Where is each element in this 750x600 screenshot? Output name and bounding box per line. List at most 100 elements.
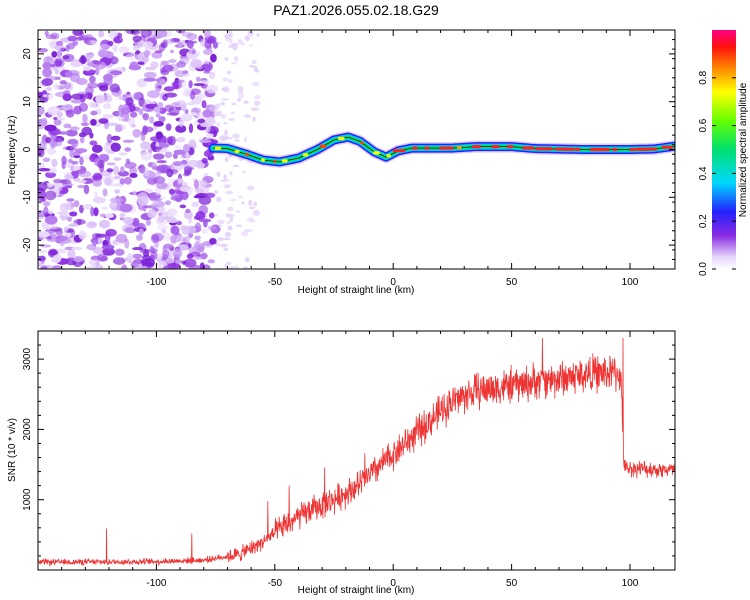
noise-blob xyxy=(187,217,193,224)
noise-blob xyxy=(105,122,118,126)
noise-blob xyxy=(54,68,59,75)
noise-blob xyxy=(194,222,202,233)
noise-blob xyxy=(226,261,232,265)
noise-blob xyxy=(164,151,173,158)
noise-blob xyxy=(153,106,161,114)
noise-blob xyxy=(157,253,162,261)
noise-blob xyxy=(191,201,200,208)
noise-blob xyxy=(197,118,206,124)
noise-blob xyxy=(109,70,123,76)
snr-background xyxy=(38,331,675,570)
noise-blob xyxy=(64,174,74,180)
noise-blob xyxy=(117,112,123,122)
noise-blob xyxy=(88,101,97,109)
snr-y-label: SNR (10 * v/v) xyxy=(7,418,18,482)
noise-blob xyxy=(228,118,235,121)
noise-blob xyxy=(179,186,191,192)
noise-blob xyxy=(217,41,221,45)
noise-blob xyxy=(214,103,221,109)
snr-x-axis: -100 -50 0 50 100 xyxy=(61,331,655,589)
y-tick-label: 2000 xyxy=(22,418,33,441)
noise-blob xyxy=(138,228,144,236)
noise-blob xyxy=(202,264,211,269)
noise-blob xyxy=(86,53,94,60)
noise-blob xyxy=(65,44,70,52)
noise-blob xyxy=(224,57,229,61)
ridge-peak xyxy=(360,141,364,145)
noise-blob xyxy=(142,41,154,49)
noise-blob xyxy=(118,95,125,101)
ridge-peak xyxy=(302,153,309,157)
noise-blob xyxy=(240,42,245,46)
noise-blob xyxy=(171,102,181,107)
noise-blob xyxy=(132,45,140,51)
noise-blob xyxy=(195,76,201,82)
noise-blob xyxy=(53,83,60,90)
noise-blob xyxy=(73,256,84,263)
noise-blob xyxy=(158,206,166,213)
noise-blob xyxy=(220,135,229,141)
noise-blob xyxy=(244,229,253,232)
noise-blob xyxy=(216,121,221,128)
noise-blob xyxy=(253,100,261,106)
noise-blob xyxy=(98,30,105,38)
noise-blob xyxy=(175,259,183,264)
noise-blob xyxy=(103,73,113,82)
ridge-peak xyxy=(273,159,277,163)
noise-blob xyxy=(41,78,53,86)
noise-blob xyxy=(174,145,182,150)
noise-blob xyxy=(71,160,79,165)
noise-blob xyxy=(202,109,213,118)
noise-blob xyxy=(212,41,219,49)
noise-blob xyxy=(120,166,125,173)
noise-blob xyxy=(119,212,126,219)
noise-blob xyxy=(186,253,194,259)
ridge-peak xyxy=(214,146,222,150)
noise-blob xyxy=(99,219,110,229)
noise-blob xyxy=(132,246,143,251)
noise-blob xyxy=(125,53,139,61)
noise-blob xyxy=(168,188,175,195)
ridge-peak xyxy=(392,149,406,153)
noise-blob xyxy=(61,103,74,111)
ridge-peak xyxy=(412,146,418,150)
noise-blob xyxy=(68,223,80,227)
x-tick-label: 100 xyxy=(622,578,639,589)
noise-blob xyxy=(213,189,219,195)
noise-blob xyxy=(125,97,134,106)
noise-blob xyxy=(102,114,114,119)
noise-blob xyxy=(156,164,169,174)
noise-blob xyxy=(244,114,251,119)
noise-blob xyxy=(176,136,186,143)
noise-blob xyxy=(180,190,189,201)
noise-blob xyxy=(159,196,166,200)
noise-blob xyxy=(229,214,236,218)
noise-blob xyxy=(248,64,255,68)
noise-blob xyxy=(213,111,221,117)
spectrogram-y-label: Frequency (Hz) xyxy=(7,116,18,185)
noise-blob xyxy=(176,61,186,68)
noise-blob xyxy=(251,81,260,87)
noise-blob xyxy=(159,78,166,85)
noise-blob xyxy=(61,155,67,166)
noise-blob xyxy=(98,118,109,124)
ridge-peak xyxy=(612,147,618,152)
noise-blob xyxy=(129,172,138,179)
y-tick-label: 10 xyxy=(22,96,33,108)
noise-blob xyxy=(49,249,58,256)
ridge-peak xyxy=(281,159,288,163)
noise-blob xyxy=(183,210,193,220)
colorbar: 0.0 0.2 0.4 0.6 0.8 Normalized spectral ampl… xyxy=(698,30,749,276)
noise-blob xyxy=(38,255,46,262)
noise-blob xyxy=(124,227,135,233)
noise-blob xyxy=(121,264,128,269)
ridge-peak xyxy=(522,146,535,150)
noise-blob xyxy=(225,190,234,195)
noise-blob xyxy=(199,122,210,128)
noise-blob xyxy=(207,37,215,44)
noise-blob xyxy=(163,243,174,249)
noise-blob xyxy=(75,77,88,86)
noise-blob xyxy=(93,191,99,199)
noise-blob xyxy=(209,237,217,245)
noise-blob xyxy=(92,178,102,187)
